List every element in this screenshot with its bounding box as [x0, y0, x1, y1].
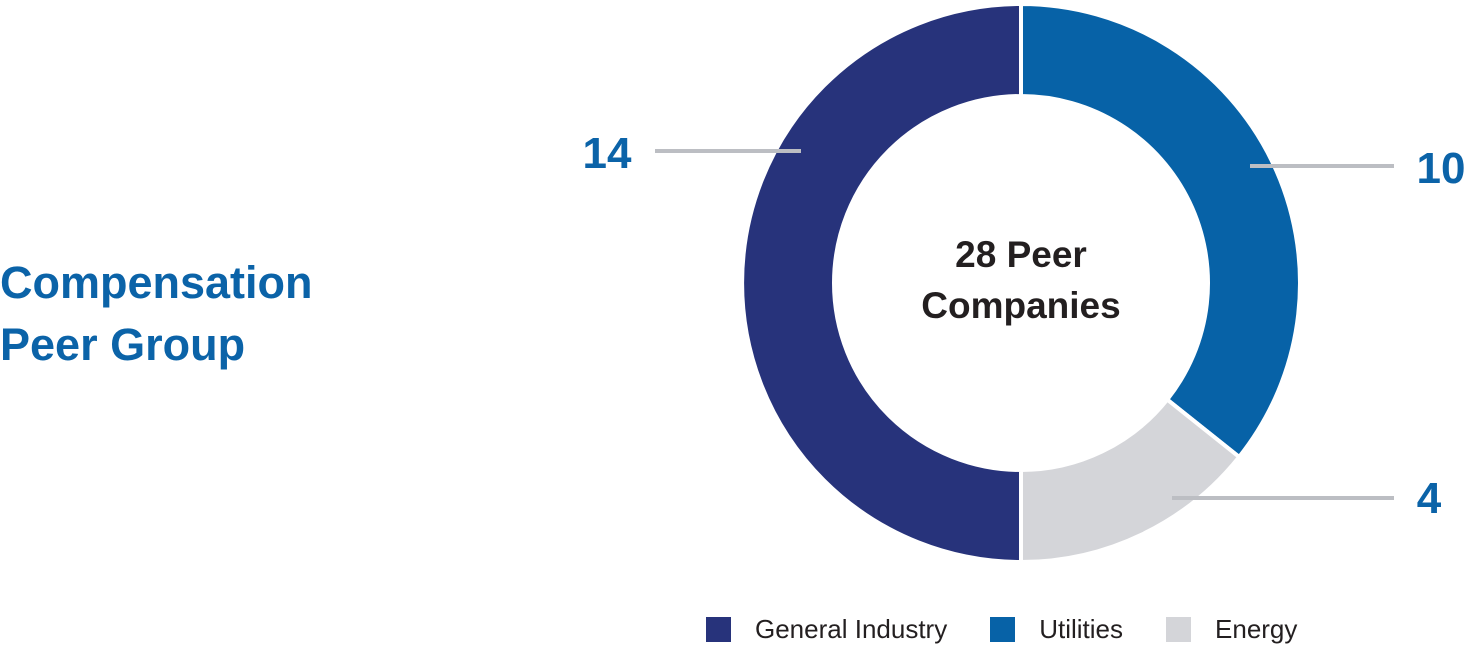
center-label-line-1: 28 Peer — [955, 234, 1087, 275]
value-label-utilities: 10 — [1417, 144, 1466, 193]
page-title-line-1: Compensation — [0, 257, 313, 308]
value-labels: 14 10 4 — [583, 129, 1466, 523]
legend-swatch-energy — [1166, 617, 1192, 642]
leader-lines — [655, 149, 1394, 500]
legend-label-general-industry: General Industry — [755, 614, 948, 644]
donut-slices — [740, 1, 1302, 565]
legend-swatch-utilities — [990, 617, 1016, 642]
value-label-energy: 4 — [1417, 474, 1442, 523]
chart-legend: General Industry Utilities Energy — [706, 614, 1340, 645]
legend-label-energy: Energy — [1215, 614, 1298, 644]
center-label-line-2: Companies — [921, 285, 1120, 326]
page-title: Compensation Peer Group — [0, 252, 420, 376]
slice-utilities — [1019, 1, 1302, 460]
legend-item-general-industry: General Industry — [706, 614, 947, 645]
legend-item-utilities: Utilities — [990, 614, 1123, 645]
page-title-line-2: Peer Group — [0, 319, 246, 370]
value-label-general-industry: 14 — [583, 129, 632, 178]
slice-general-industry — [740, 1, 1023, 565]
donut-chart: 14 10 4 28 Peer Companies — [582, 1, 1466, 565]
legend-label-utilities: Utilities — [1039, 614, 1124, 644]
legend-swatch-general-industry — [706, 617, 731, 642]
legend-item-energy: Energy — [1166, 614, 1297, 645]
